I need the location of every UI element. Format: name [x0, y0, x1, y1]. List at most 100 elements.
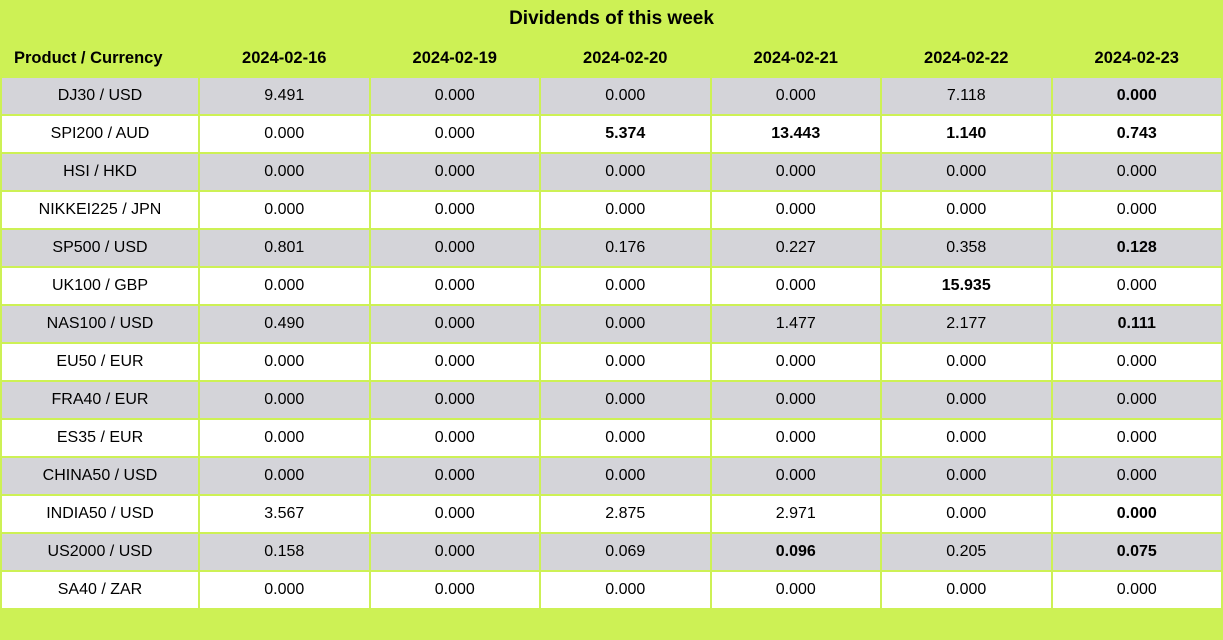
dividend-value-cell: 0.000 — [1052, 420, 1221, 456]
dividend-value-cell: 0.000 — [541, 192, 710, 228]
dividend-value-cell: 0.000 — [711, 268, 880, 304]
dividend-value-cell: 0.000 — [541, 382, 710, 418]
dividend-value-cell: 0.000 — [1052, 382, 1221, 418]
dividend-value-cell: 0.205 — [882, 534, 1051, 570]
dividend-value-cell: 0.490 — [200, 306, 369, 342]
product-cell: NAS100 / USD — [2, 306, 198, 342]
table-row: HSI / HKD 0.000 0.000 0.000 0.000 0.000 0.000 — [2, 154, 1221, 190]
dividend-value-cell: 0.000 — [882, 192, 1051, 228]
dividend-value-cell: 0.000 — [541, 420, 710, 456]
dividend-value-cell: 0.000 — [1052, 154, 1221, 190]
dividend-value-cell: 0.000 — [200, 268, 369, 304]
dividend-value-cell: 0.000 — [882, 382, 1051, 418]
dividend-value-cell: 0.000 — [370, 306, 539, 342]
dividend-value-cell: 0.000 — [1052, 344, 1221, 380]
dividend-value-cell: 0.000 — [200, 420, 369, 456]
dividend-value-cell: 0.000 — [882, 420, 1051, 456]
table-row: SP500 / USD 0.801 0.000 0.176 0.227 0.358 0.12… — [2, 230, 1221, 266]
dividend-value-cell: 0.000 — [370, 458, 539, 494]
dividend-value-cell: 0.743 — [1052, 116, 1221, 152]
dividend-value-cell: 0.158 — [200, 534, 369, 570]
dividend-value-cell: 0.000 — [541, 344, 710, 380]
product-cell: ES35 / EUR — [2, 420, 198, 456]
dividend-value-cell: 0.000 — [370, 78, 539, 114]
product-cell: US2000 / USD — [2, 534, 198, 570]
dividend-value-cell: 0.000 — [370, 268, 539, 304]
dividend-value-cell: 0.000 — [370, 420, 539, 456]
dividend-value-cell: 0.000 — [711, 420, 880, 456]
table-row: US2000 / USD 0.158 0.000 0.069 0.096 0.205 0.0… — [2, 534, 1221, 570]
table-row: UK100 / GBP 0.000 0.000 0.000 0.000 15.935 0.0… — [2, 268, 1221, 304]
product-cell: SPI200 / AUD — [2, 116, 198, 152]
dividend-value-cell: 0.000 — [200, 116, 369, 152]
dividend-value-cell: 0.000 — [200, 154, 369, 190]
dividend-value-cell: 1.477 — [711, 306, 880, 342]
dividend-value-cell: 2.177 — [882, 306, 1051, 342]
dividend-value-cell: 0.000 — [711, 78, 880, 114]
product-cell: SP500 / USD — [2, 230, 198, 266]
table-row: EU50 / EUR 0.000 0.000 0.000 0.000 0.000 0.000 — [2, 344, 1221, 380]
dividend-value-cell: 0.000 — [541, 572, 710, 608]
product-cell: HSI / HKD — [2, 154, 198, 190]
dividend-value-cell: 0.000 — [200, 344, 369, 380]
dividend-value-cell: 0.000 — [711, 458, 880, 494]
dividend-value-cell: 0.069 — [541, 534, 710, 570]
product-cell: INDIA50 / USD — [2, 496, 198, 532]
dividend-value-cell: 0.000 — [711, 382, 880, 418]
dividend-value-cell: 0.000 — [711, 344, 880, 380]
dividend-value-cell: 0.000 — [370, 230, 539, 266]
dividend-value-cell: 0.000 — [882, 572, 1051, 608]
column-header-date: 2024-02-23 — [1094, 48, 1179, 67]
table-row: INDIA50 / USD 3.567 0.000 2.875 2.971 0.000 0.… — [2, 496, 1221, 532]
dividend-value-cell: 0.000 — [370, 572, 539, 608]
page-title: Dividends of this week — [509, 8, 714, 29]
dividend-value-cell: 7.118 — [882, 78, 1051, 114]
dividend-value-cell: 0.000 — [1052, 192, 1221, 228]
dividend-value-cell: 0.000 — [541, 306, 710, 342]
dividend-value-cell: 0.000 — [541, 154, 710, 190]
dividend-value-cell: 0.096 — [711, 534, 880, 570]
table-row: CHINA50 / USD 0.000 0.000 0.000 0.000 0.000 0.… — [2, 458, 1221, 494]
dividend-value-cell: 0.000 — [200, 382, 369, 418]
dividend-value-cell: 9.491 — [200, 78, 369, 114]
dividend-value-cell: 0.111 — [1052, 306, 1221, 342]
column-header-date: 2024-02-19 — [412, 48, 497, 67]
dividend-value-cell: 0.000 — [370, 344, 539, 380]
dividend-value-cell: 0.000 — [1052, 78, 1221, 114]
dividend-value-cell: 0.000 — [882, 496, 1051, 532]
dividend-value-cell: 0.000 — [370, 116, 539, 152]
dividend-value-cell: 0.000 — [541, 268, 710, 304]
column-header-date: 2024-02-20 — [583, 48, 668, 67]
dividend-value-cell: 0.801 — [200, 230, 369, 266]
dividend-value-cell: 1.140 — [882, 116, 1051, 152]
column-header-date: 2024-02-22 — [924, 48, 1009, 67]
dividend-value-cell: 0.000 — [200, 458, 369, 494]
table-row: DJ30 / USD 9.491 0.000 0.000 0.000 7.118 0.000 — [2, 78, 1221, 114]
dividend-value-cell: 0.000 — [1052, 572, 1221, 608]
dividend-value-cell: 0.000 — [370, 534, 539, 570]
dividend-value-cell: 2.971 — [711, 496, 880, 532]
table-row: FRA40 / EUR 0.000 0.000 0.000 0.000 0.000 0.00… — [2, 382, 1221, 418]
dividend-value-cell: 0.227 — [711, 230, 880, 266]
column-header-date: 2024-02-16 — [242, 48, 327, 67]
column-header-date: 2024-02-21 — [753, 48, 838, 67]
table-row: ES35 / EUR 0.000 0.000 0.000 0.000 0.000 0.000 — [2, 420, 1221, 456]
dividend-value-cell: 5.374 — [541, 116, 710, 152]
table-row: NIKKEI225 / JPN 0.000 0.000 0.000 0.000 0.000… — [2, 192, 1221, 228]
table-row: NAS100 / USD 0.490 0.000 0.000 1.477 2.177 0.1… — [2, 306, 1221, 342]
table-row: SA40 / ZAR 0.000 0.000 0.000 0.000 0.000 0.000 — [2, 572, 1221, 608]
dividend-value-cell: 0.000 — [1052, 268, 1221, 304]
dividend-value-cell: 0.000 — [370, 192, 539, 228]
dividend-value-cell: 3.567 — [200, 496, 369, 532]
product-cell: SA40 / ZAR — [2, 572, 198, 608]
product-cell: EU50 / EUR — [2, 344, 198, 380]
dividend-value-cell: 0.000 — [711, 192, 880, 228]
product-cell: UK100 / GBP — [2, 268, 198, 304]
dividend-value-cell: 0.075 — [1052, 534, 1221, 570]
dividend-value-cell: 15.935 — [882, 268, 1051, 304]
product-cell: NIKKEI225 / JPN — [2, 192, 198, 228]
table-row: SPI200 / AUD 0.000 0.000 5.374 13.443 1.140 0.… — [2, 116, 1221, 152]
dividend-value-cell: 0.000 — [1052, 496, 1221, 532]
product-cell: DJ30 / USD — [2, 78, 198, 114]
dividend-value-cell: 0.000 — [370, 382, 539, 418]
